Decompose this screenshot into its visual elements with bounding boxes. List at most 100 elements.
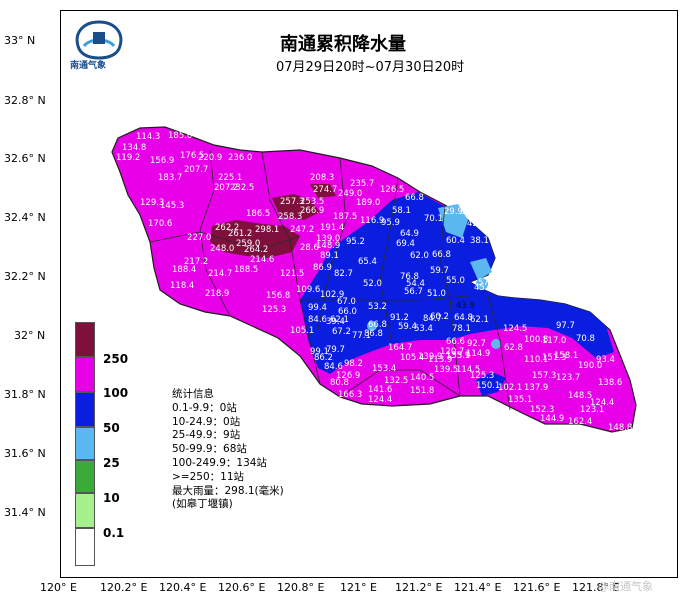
station-value: 188.4: [172, 265, 196, 275]
station-value: 114.5: [456, 365, 480, 375]
station-value: 66.6: [446, 337, 465, 347]
zone-50-99-south: [476, 372, 506, 396]
legend-label: 10: [103, 491, 120, 505]
station-value: 207.2: [214, 183, 238, 193]
station-value: 137.9: [524, 383, 548, 393]
lon-label: 121.2° E: [395, 581, 443, 594]
station-value: 133.9: [446, 351, 470, 361]
stats-line: 最大雨量：298.1(毫米): [172, 484, 284, 497]
station-value: 117.0: [542, 336, 566, 346]
station-value: 54.4: [406, 279, 425, 289]
station-value: 152.3: [530, 405, 554, 415]
station-value: 67.0: [337, 297, 356, 307]
station-value: 124.5: [503, 324, 527, 334]
station-value: 59.7: [430, 266, 449, 276]
station-value: 164.7: [388, 343, 412, 353]
station-value: 126.9: [336, 371, 360, 381]
station-value: 66.8: [405, 193, 424, 203]
station-value: 62.1: [330, 315, 349, 325]
station-value: 89.1: [320, 251, 339, 261]
station-value: 114.9: [466, 349, 490, 359]
weather-bureau-logo: [75, 20, 123, 60]
station-value: 39.4: [326, 317, 345, 327]
station-value: 105.4: [400, 353, 424, 363]
station-value: 109.6: [296, 285, 320, 295]
station-value: 183.7: [158, 173, 182, 183]
station-value: 57.3: [478, 278, 497, 288]
station-value: 84.6: [308, 315, 327, 325]
station-value: 190.0: [578, 361, 602, 371]
station-value: 66.8: [368, 320, 387, 330]
station-value: 139.5: [434, 365, 458, 375]
station-value: 266.9: [300, 206, 324, 216]
station-value: 86.8: [364, 329, 383, 339]
station-value: 253.5: [300, 197, 324, 207]
station-value: 70.8: [576, 334, 595, 344]
stats-heading: 统计信息: [172, 388, 214, 400]
zone-25-49: [367, 321, 377, 331]
stats-line: (如皋丁堰镇): [172, 498, 233, 511]
lat-label: 31.4° N: [4, 506, 46, 519]
stats-line: 10-24.9：0站: [172, 415, 241, 428]
lat-label: 32.4° N: [4, 211, 46, 224]
lat-label: 32.2° N: [4, 270, 46, 283]
station-value: 102.1: [498, 383, 522, 393]
station-value: 135.1: [508, 395, 532, 405]
station-value: 218.9: [205, 289, 229, 299]
lat-label: 32.8° N: [4, 94, 46, 107]
district-boundaries: [149, 149, 511, 411]
legend-swatch-10: [75, 460, 95, 493]
station-value: 42.6: [467, 219, 486, 229]
legend-swatch-250: [75, 322, 95, 357]
station-value: 298.1: [255, 225, 279, 235]
station-value: 264.2: [244, 245, 268, 255]
station-value: 118.4: [170, 281, 194, 291]
station-value: 77.1: [352, 331, 371, 341]
station-value: 64.9: [400, 229, 419, 239]
station-value: 98.2: [344, 359, 363, 369]
station-value: 53.4: [414, 324, 433, 334]
logo-text: 南通气象: [70, 61, 107, 71]
station-value: 217.2: [184, 257, 208, 267]
station-value: 121.5: [280, 269, 304, 279]
zone-25-49: [438, 204, 468, 238]
stats-line: 100-249.9：134站: [172, 456, 267, 469]
zone-25-49: [476, 278, 488, 290]
lat-label: 31.8° N: [4, 388, 46, 401]
station-value: 62.8: [504, 343, 523, 353]
lon-label: 120.6° E: [218, 581, 266, 594]
station-value: 43.9: [456, 301, 475, 311]
station-value: 120.7: [440, 347, 464, 357]
station-value: 38.1: [470, 236, 489, 246]
station-value: 66.0: [338, 307, 357, 317]
station-value: 170.6: [148, 219, 172, 229]
station-value: 69.4: [396, 239, 415, 249]
legend-label: 0.1: [103, 526, 125, 540]
zone-25-49: [470, 258, 492, 280]
station-value: 125.3: [470, 371, 494, 381]
station-value: 186.5: [246, 209, 270, 219]
station-value: 78.1: [452, 324, 471, 334]
lat-label: 32° N: [14, 329, 46, 342]
station-value: 56.7: [404, 287, 423, 297]
station-value: 67.2: [460, 207, 479, 217]
station-value: 232.5: [230, 183, 254, 193]
station-value: 214.7: [208, 269, 232, 279]
station-value: 84.7: [423, 314, 442, 324]
station-value: 92.7: [467, 339, 486, 349]
legend-swatch-100: [75, 357, 95, 392]
station-value: 105.1: [290, 326, 314, 336]
station-value: 28.6: [300, 243, 319, 253]
lon-label: 120.2° E: [100, 581, 148, 594]
legend-swatch-0-1: [75, 493, 95, 528]
watermark: @南通气象: [598, 580, 653, 593]
station-value: 140.5: [410, 373, 434, 383]
lat-label: 32.6° N: [4, 152, 46, 165]
station-value: 79.7: [326, 345, 345, 355]
station-value: 60.4: [446, 236, 465, 246]
zone-250-plus: [210, 220, 300, 258]
zone-50-99: [300, 192, 614, 374]
station-value: 214.6: [250, 255, 274, 265]
station-value: 141.6: [368, 385, 392, 395]
